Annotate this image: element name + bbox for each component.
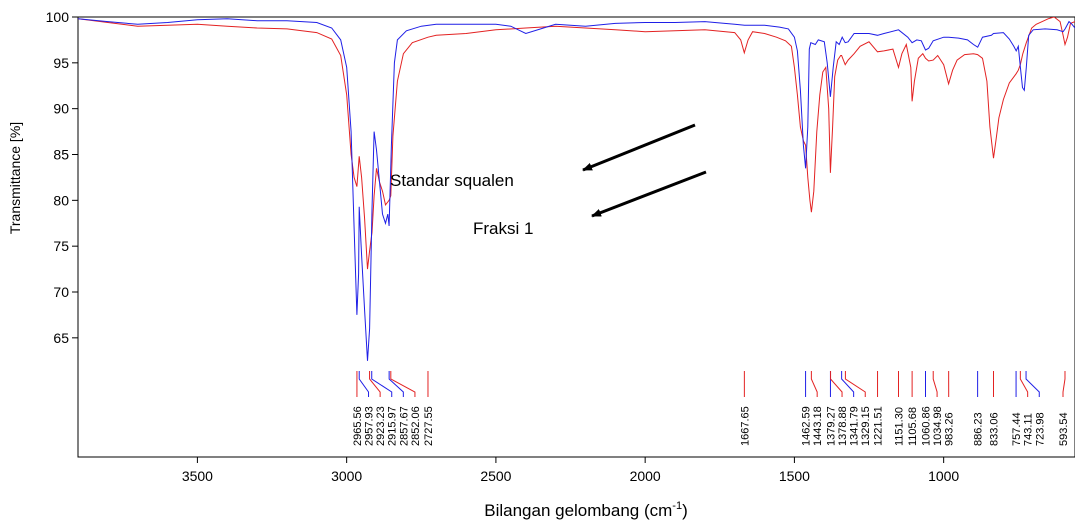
- peak-label: 2857.67: [398, 406, 410, 446]
- arrow-standar-squalen: [582, 123, 696, 172]
- x-axis: 3500 3000 2500 2000 1500 1000: [182, 457, 959, 484]
- peak-label: 1443.18: [812, 406, 824, 446]
- y-tick-label: 65: [53, 330, 69, 346]
- peak-marker: [369, 371, 381, 397]
- peak-label: 2915.97: [387, 406, 399, 446]
- peak-label: 983.26: [944, 412, 956, 446]
- peak-label: 2957.93: [364, 406, 376, 446]
- x-tick-label: 3000: [331, 468, 362, 484]
- peak-marker: [1019, 371, 1029, 397]
- peak-label: 1378.88: [837, 406, 849, 446]
- peak-label: 1034.98: [932, 406, 944, 446]
- peak-label: 2923.23: [375, 406, 387, 446]
- peak-label: 833.06: [988, 412, 1000, 446]
- annotation-standar-squalen: Standar squalen: [390, 171, 514, 190]
- peak-marker: [371, 371, 393, 397]
- peak-label: 2852.06: [410, 406, 422, 446]
- y-axis-label: Transmittance [%]: [7, 122, 23, 234]
- peak-label: 723.98: [1034, 412, 1046, 446]
- x-tick-label: 1500: [779, 468, 810, 484]
- peak-marker: [810, 371, 818, 397]
- peak-marker: [841, 371, 855, 397]
- x-tick-label: 2000: [630, 468, 661, 484]
- peak-marker: [358, 371, 370, 397]
- peak-label: 1221.51: [873, 406, 885, 446]
- peak-label: 886.23: [973, 412, 985, 446]
- peak-label: 743.11: [1023, 413, 1035, 446]
- peak-label: 1667.65: [739, 406, 751, 446]
- series-line-standar-squalen: [78, 18, 1075, 361]
- peak-label: 593.54: [1058, 412, 1070, 446]
- y-tick-label: 75: [53, 238, 69, 254]
- peak-marker: [932, 371, 938, 397]
- x-tick-label: 3500: [182, 468, 213, 484]
- annotation-fraksi-1: Fraksi 1: [473, 219, 533, 238]
- peak-label: 1105.68: [907, 407, 919, 446]
- y-tick-label: 80: [53, 192, 69, 208]
- y-tick-label: 100: [46, 9, 70, 25]
- peak-label: 1060.86: [920, 406, 932, 446]
- plot-area: [77, 16, 1075, 458]
- peak-marker: [1062, 371, 1066, 397]
- peak-label: 1341.79: [849, 406, 861, 446]
- peak-label: 1151.30: [893, 407, 905, 446]
- peak-label: 1329.15: [860, 406, 872, 446]
- peak-label: 757.44: [1011, 412, 1023, 446]
- y-axis: 65 70 75 80 85 90 95 100: [46, 9, 78, 346]
- peak-markers: 2965.56 2957.93 2923.23 2915.97 2857.67 2852.…: [352, 371, 1070, 446]
- peak-label: 1462.59: [801, 406, 813, 446]
- x-tick-label: 1000: [928, 468, 959, 484]
- arrow-fraksi-1: [591, 170, 707, 218]
- series-line-fraksi-1: [78, 17, 1075, 270]
- peak-label: 2727.55: [423, 406, 435, 446]
- x-tick-label: 2500: [480, 468, 511, 484]
- y-tick-label: 70: [53, 284, 69, 300]
- y-tick-label: 85: [53, 147, 69, 163]
- peak-marker: [390, 371, 416, 397]
- y-tick-label: 90: [53, 101, 69, 117]
- y-tick-label: 95: [53, 55, 69, 71]
- peak-label: 1379.27: [825, 406, 837, 446]
- peak-marker: [830, 371, 843, 397]
- peak-marker: [388, 371, 404, 397]
- peak-marker: [844, 371, 866, 397]
- peak-label: 2965.56: [352, 406, 364, 446]
- peak-marker: [1025, 371, 1040, 397]
- x-axis-label: Bilangan gelombang (cm-1): [484, 500, 688, 520]
